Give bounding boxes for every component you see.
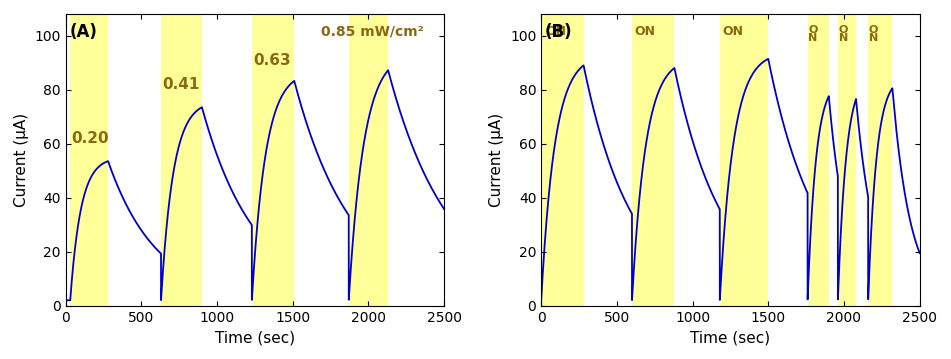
Bar: [541, 14, 584, 306]
Text: 0.63: 0.63: [253, 53, 291, 68]
Bar: [868, 14, 892, 306]
X-axis label: Time (sec): Time (sec): [215, 330, 295, 345]
Text: O
N: O N: [808, 25, 818, 43]
Text: ON: ON: [546, 25, 567, 38]
Y-axis label: Current (μA): Current (μA): [14, 113, 29, 207]
Bar: [720, 14, 768, 306]
Text: O
N: O N: [869, 25, 879, 43]
Text: (B): (B): [545, 23, 573, 41]
Bar: [70, 14, 108, 306]
Text: ON: ON: [634, 25, 655, 38]
Bar: [807, 14, 828, 306]
Text: ON: ON: [722, 25, 743, 38]
Text: 0.20: 0.20: [71, 131, 109, 146]
Text: O
N: O N: [839, 25, 848, 43]
Bar: [161, 14, 202, 306]
Bar: [349, 14, 388, 306]
Bar: [632, 14, 674, 306]
Bar: [838, 14, 856, 306]
Y-axis label: Current (μA): Current (μA): [490, 113, 504, 207]
Text: 0.41: 0.41: [163, 77, 200, 92]
X-axis label: Time (sec): Time (sec): [690, 330, 770, 345]
Text: (A): (A): [69, 23, 97, 41]
Text: 0.85 mW/cm²: 0.85 mW/cm²: [321, 24, 424, 38]
Bar: [252, 14, 294, 306]
